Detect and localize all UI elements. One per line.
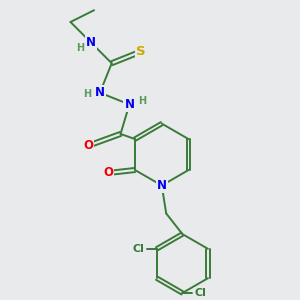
Text: N: N (86, 36, 96, 49)
Text: Cl: Cl (133, 244, 145, 254)
Text: O: O (103, 167, 113, 179)
Text: H: H (83, 89, 92, 99)
Text: N: N (157, 179, 167, 192)
Text: S: S (136, 45, 146, 58)
Text: N: N (95, 86, 105, 99)
Text: Cl: Cl (195, 288, 207, 298)
Text: O: O (83, 139, 93, 152)
Text: N: N (124, 98, 134, 111)
Text: H: H (76, 43, 84, 53)
Text: H: H (138, 96, 146, 106)
